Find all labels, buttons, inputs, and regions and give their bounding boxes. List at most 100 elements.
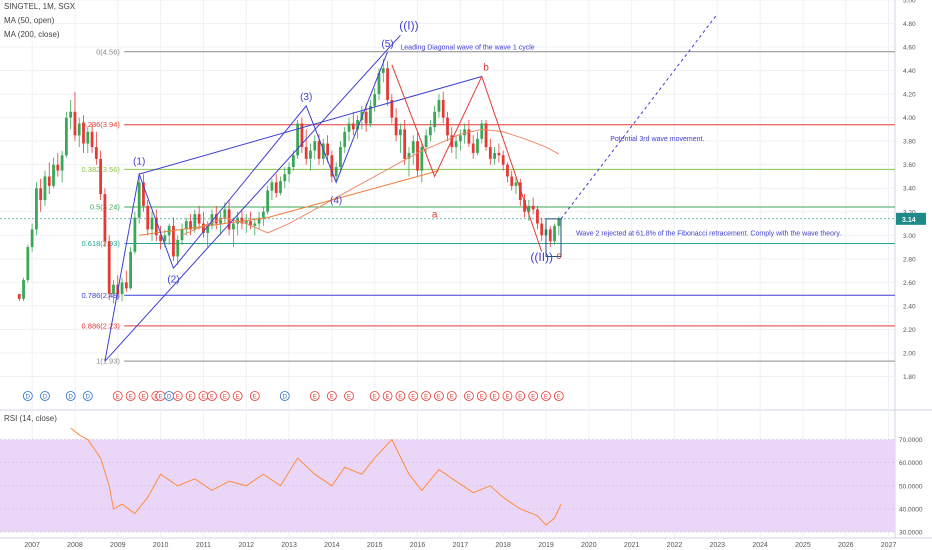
rsi-tick-label: 40.0000 (899, 506, 923, 513)
event-marker (464, 391, 474, 401)
chart-annotation: Wave 2 rejected at 61.8% of the Fibonacc… (576, 230, 841, 237)
fib-level-label: 0.236(3.94) (82, 120, 121, 129)
candle-body (180, 229, 184, 240)
price-tick-label: 3.60 (903, 162, 916, 169)
candle-body (480, 123, 484, 139)
time-tick-label: 2008 (67, 542, 83, 549)
candle-body (227, 209, 231, 230)
candle-body (420, 147, 424, 171)
upper-channel-line (104, 34, 401, 362)
time-tick-label: 2012 (238, 542, 254, 549)
candle-body (411, 141, 415, 153)
candle-body (343, 131, 347, 148)
event-marker-label: E (159, 395, 163, 401)
corrective-wave-line (391, 64, 543, 252)
event-marker-label: E (176, 395, 180, 401)
candle-body (99, 158, 103, 195)
chart-annotation: Potential 3rd wave movement. (610, 136, 704, 143)
candle-body (458, 135, 462, 142)
event-marker (528, 391, 539, 401)
rsi-legend[interactable]: RSI (14, close) (4, 414, 57, 423)
candle-body (531, 205, 535, 210)
time-tick-label: 2022 (667, 542, 683, 549)
candle-body (377, 72, 381, 95)
event-marker-label: E (347, 395, 351, 401)
event-marker-label: E (189, 395, 193, 401)
candle-body (167, 225, 171, 236)
time-tick-label: 2023 (709, 542, 725, 549)
candle-body (274, 182, 278, 193)
symbol-title[interactable]: SINGTEL, 1M, SGX (4, 2, 76, 11)
candle-body (150, 217, 154, 230)
candle-body (257, 217, 261, 224)
candle-body (300, 123, 304, 148)
rsi-tick-label: 50.0000 (899, 483, 923, 490)
candle-body (163, 235, 167, 242)
wave-label: c (556, 251, 561, 262)
event-marker (369, 391, 380, 401)
time-tick-label: 2026 (838, 542, 854, 549)
wave-label: b (483, 63, 489, 74)
time-tick-label: 2013 (281, 542, 297, 549)
ma200-legend[interactable]: MA (200, close) (4, 30, 60, 39)
event-marker (446, 391, 457, 401)
event-marker (434, 391, 444, 401)
price-tick-label: 4.40 (903, 68, 916, 75)
lower-channel-line (139, 75, 482, 175)
event-marker-label: E (313, 395, 317, 401)
price-tick-label: 2.80 (903, 256, 916, 263)
candle-body (270, 182, 274, 191)
candle-body (283, 174, 287, 182)
candle-body (428, 127, 432, 136)
price-tick-label: 2.40 (903, 303, 916, 310)
candle-body (22, 280, 25, 299)
event-marker-label: E (223, 395, 227, 401)
candle-body (463, 129, 467, 136)
rsi-tick-label: 60.0000 (899, 460, 923, 467)
candle-body (137, 182, 141, 218)
event-marker (207, 391, 217, 401)
event-marker-label: D (26, 395, 31, 401)
fib-level-label: 1(1.93) (96, 357, 120, 366)
event-marker-label: E (437, 395, 441, 401)
rsi-line (70, 427, 562, 526)
candle-body (142, 182, 145, 206)
event-marker (541, 391, 551, 401)
event-marker-label: E (386, 395, 390, 401)
price-tick-label: 2.00 (903, 350, 916, 357)
impulse-wave-line (104, 51, 389, 362)
event-marker-label: E (236, 395, 240, 401)
event-marker (515, 391, 526, 401)
time-tick-label: 2015 (367, 542, 383, 549)
event-marker (408, 391, 419, 401)
candle-body (296, 123, 300, 156)
candle-body (26, 247, 30, 280)
candle-body (124, 282, 128, 289)
candle-body (304, 147, 308, 159)
candle-body (321, 143, 325, 159)
candle-body (471, 143, 475, 153)
candle-body (441, 100, 445, 118)
wave-c-box (545, 218, 562, 257)
candle-body (189, 221, 192, 230)
candle-body (73, 111, 77, 136)
candle-body (493, 152, 496, 159)
candle-body (407, 152, 411, 159)
price-tick-label: 4.00 (903, 115, 916, 122)
time-tick-label: 2011 (196, 542, 211, 549)
price-tick-label: 4.20 (903, 92, 916, 99)
event-marker-label: E (424, 395, 428, 401)
time-tick-label: 2007 (24, 542, 40, 549)
candle-body (334, 167, 338, 177)
candle-body (454, 141, 458, 148)
candle-body (253, 223, 257, 226)
event-marker (309, 391, 320, 401)
ma50-legend[interactable]: MA (50, open) (4, 16, 55, 25)
price-tick-label: 3.20 (903, 209, 916, 216)
last-price-tag (896, 212, 926, 225)
candle-body (424, 135, 428, 148)
candle-body (390, 100, 394, 118)
candle-body (557, 218, 561, 226)
candle-body (77, 123, 81, 136)
